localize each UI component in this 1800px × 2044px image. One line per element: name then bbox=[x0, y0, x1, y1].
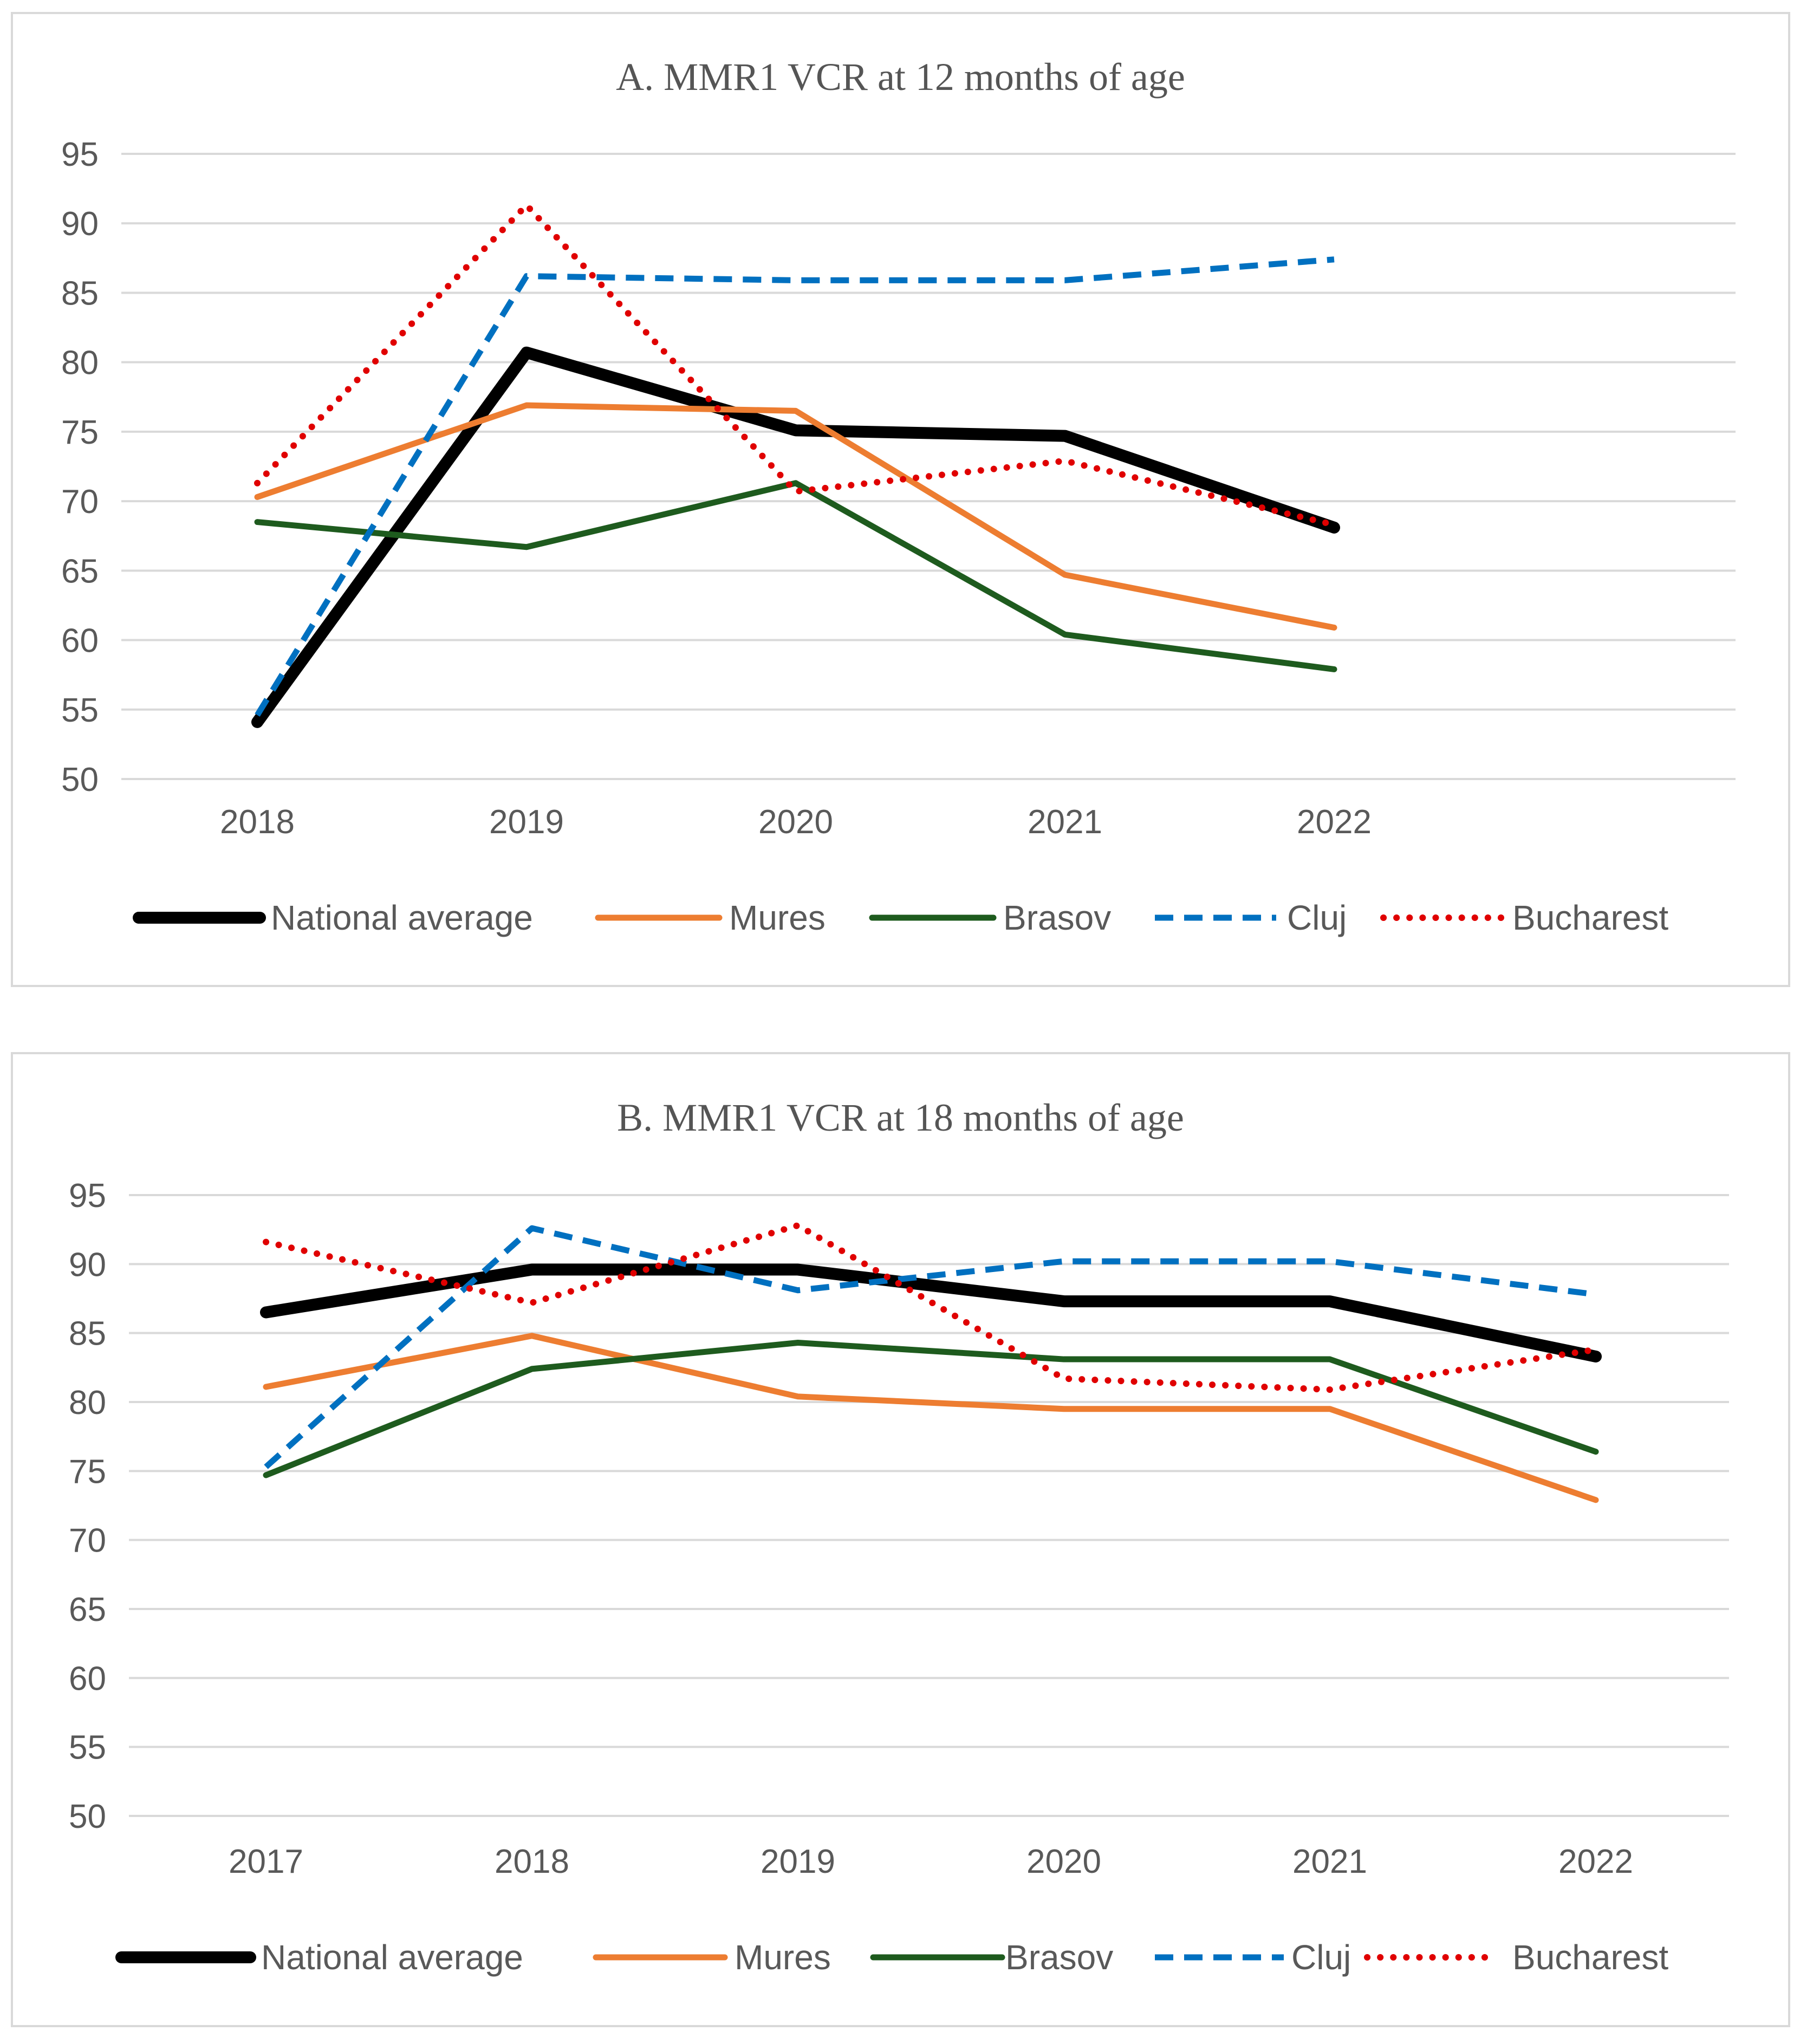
chart-b-x-tick-label: 2020 bbox=[1026, 1843, 1101, 1880]
chart-a-legend-label: Brasov bbox=[1003, 898, 1111, 937]
chart-a-legend-label: National average bbox=[271, 898, 533, 937]
chart-b-y-tick-label: 65 bbox=[69, 1591, 106, 1628]
chart-b-point-bucharest bbox=[1063, 1378, 1064, 1379]
chart-a-y-tick-label: 70 bbox=[61, 483, 99, 521]
chart-b-x-tick-label: 2021 bbox=[1292, 1843, 1367, 1880]
chart-b-series-bucharest bbox=[263, 1222, 1599, 1393]
chart-b-legend-item-brasov: Brasov bbox=[870, 1938, 1113, 1977]
chart-b-legend-label: National average bbox=[261, 1938, 523, 1977]
chart-b-y-tick-label: 50 bbox=[69, 1798, 106, 1835]
chart-b-legend-label: Mures bbox=[735, 1938, 831, 1977]
chart-b-y-tick-label: 95 bbox=[69, 1177, 106, 1215]
chart-b-point-cluj bbox=[1595, 1294, 1596, 1295]
chart-b-y-tick-label: 75 bbox=[69, 1453, 106, 1490]
chart-a-legend-item-cluj: Cluj bbox=[1155, 898, 1347, 937]
chart-a-legend-label: Mures bbox=[729, 898, 826, 937]
chart-a-svg: A. MMR1 VCR at 12 months of age 50 55 60 65 7… bbox=[61, 55, 1736, 937]
chart-b-series-brasov bbox=[263, 1339, 1599, 1478]
chart-panel-b: B. MMR1 VCR at 18 months of age 50 55 60 65 7… bbox=[11, 1052, 1790, 2027]
chart-a-series-mures bbox=[254, 402, 1337, 631]
chart-a-y-tick-label: 60 bbox=[61, 622, 99, 660]
chart-b-y-tick-label: 70 bbox=[69, 1522, 106, 1560]
chart-a-point-bucharest bbox=[526, 205, 527, 206]
chart-a-point-cluj bbox=[795, 280, 796, 281]
chart-a-x-tick-label: 2022 bbox=[1297, 803, 1372, 841]
chart-a-series-cluj bbox=[255, 256, 1335, 717]
chart-a-x-tick-label: 2019 bbox=[489, 803, 564, 841]
chart-b-series-cluj bbox=[264, 1225, 1596, 1469]
chart-b-series-national-average bbox=[260, 1263, 1602, 1362]
chart-b-y-tick-label: 60 bbox=[69, 1660, 106, 1697]
chart-b-x-tick-label: 2017 bbox=[229, 1843, 303, 1880]
chart-b-svg: B. MMR1 VCR at 18 months of age 50 55 60 65 7… bbox=[69, 1096, 1729, 1977]
chart-b-point-bucharest bbox=[1595, 1349, 1596, 1350]
chart-a-y-tick-label: 75 bbox=[61, 414, 99, 451]
chart-b-legend-label: Bucharest bbox=[1512, 1938, 1668, 1977]
chart-b-y-tick-label: 85 bbox=[69, 1315, 106, 1353]
chart-a-legend-label: Bucharest bbox=[1512, 898, 1668, 937]
chart-a-y-tick-label: 50 bbox=[61, 761, 99, 799]
chart-b-x-tick-label: 2018 bbox=[495, 1843, 569, 1880]
chart-b-legend-label: Brasov bbox=[1005, 1938, 1113, 1977]
chart-panel-a: A. MMR1 VCR at 12 months of age 50 55 60 65 7… bbox=[11, 12, 1790, 987]
chart-a-x-tick-label: 2018 bbox=[220, 803, 295, 841]
chart-b-y-tick-label: 80 bbox=[69, 1384, 106, 1422]
chart-a-legend-item-mures: Mures bbox=[595, 898, 826, 937]
chart-b-legend-item-national-average: National average bbox=[115, 1938, 523, 1977]
chart-a-series-national-average bbox=[251, 346, 1340, 728]
chart-a-point-bucharest bbox=[1064, 460, 1065, 462]
chart-b-point-cluj bbox=[1063, 1261, 1064, 1262]
chart-a-legend-item-national-average: National average bbox=[133, 898, 533, 937]
chart-a-y-tick-label: 85 bbox=[61, 275, 99, 312]
chart-a-y-tick-label: 65 bbox=[61, 553, 99, 590]
chart-b-y-tick-label: 90 bbox=[69, 1246, 106, 1283]
chart-b-point-cluj bbox=[1329, 1261, 1330, 1262]
chart-a-series-brasov bbox=[254, 480, 1337, 672]
chart-a-legend-item-brasov: Brasov bbox=[869, 898, 1111, 937]
chart-b-x-tick-label: 2022 bbox=[1558, 1843, 1633, 1880]
chart-a-series-bucharest bbox=[254, 202, 1337, 528]
chart-b-legend-item-bucharest: Bucharest bbox=[1364, 1938, 1668, 1977]
chart-a-y-tick-label: 90 bbox=[61, 205, 99, 243]
chart-b-series-mures bbox=[263, 1333, 1599, 1503]
chart-a-x-tick-label: 2021 bbox=[1028, 803, 1102, 841]
chart-a-legend-item-bucharest: Bucharest bbox=[1380, 898, 1668, 937]
chart-a-y-tick-label: 80 bbox=[61, 345, 99, 382]
chart-b-legend-item-cluj: Cluj bbox=[1155, 1938, 1351, 1977]
chart-b-y-tick-label: 55 bbox=[69, 1729, 106, 1767]
chart-b-legend-item-mures: Mures bbox=[593, 1938, 831, 1977]
chart-a-y-tick-label: 95 bbox=[61, 136, 99, 173]
chart-a-title: A. MMR1 VCR at 12 months of age bbox=[616, 55, 1185, 99]
chart-a-x-tick-label: 2020 bbox=[758, 803, 833, 841]
chart-a-y-tick-label: 55 bbox=[61, 692, 99, 729]
chart-b-x-tick-label: 2019 bbox=[761, 1843, 835, 1880]
chart-a-legend-label: Cluj bbox=[1287, 898, 1347, 937]
chart-b-title: B. MMR1 VCR at 18 months of age bbox=[617, 1096, 1184, 1139]
chart-b-legend-label: Cluj bbox=[1291, 1938, 1351, 1977]
